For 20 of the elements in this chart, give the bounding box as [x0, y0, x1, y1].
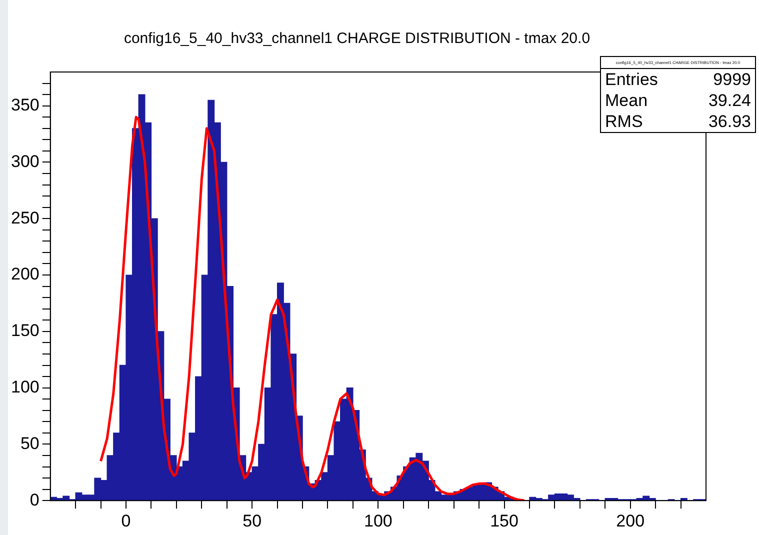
annotation: Mean [605, 90, 648, 111]
x-tick-label: 0 [121, 511, 131, 530]
y-tick-label: 0 [30, 490, 40, 510]
y-tick-label: 350 [10, 96, 40, 115]
x-tick-label: 50 [242, 511, 262, 530]
x-tick-label: 200 [616, 511, 645, 530]
x-tick-label: 100 [364, 511, 392, 530]
text: 36.93 [708, 111, 751, 132]
y-tick-label: 50 [20, 434, 40, 453]
y-tick-label: 150 [10, 321, 40, 340]
x-tick-label: 150 [490, 511, 518, 530]
text: 9999 [713, 69, 751, 90]
y-tick-label: 250 [10, 208, 40, 228]
text: 39.24 [708, 90, 751, 111]
y-tick-label: 100 [10, 378, 40, 396]
y-tick-label: 300 [10, 152, 40, 171]
y-tick-label: 200 [10, 264, 40, 284]
chart-title: config16_5_40_hv33_channel1 CHARGE DISTRIBUTION - tmax 20.0 [124, 30, 590, 48]
annotation: RMS [605, 111, 643, 132]
annotation: Entries [605, 69, 658, 90]
